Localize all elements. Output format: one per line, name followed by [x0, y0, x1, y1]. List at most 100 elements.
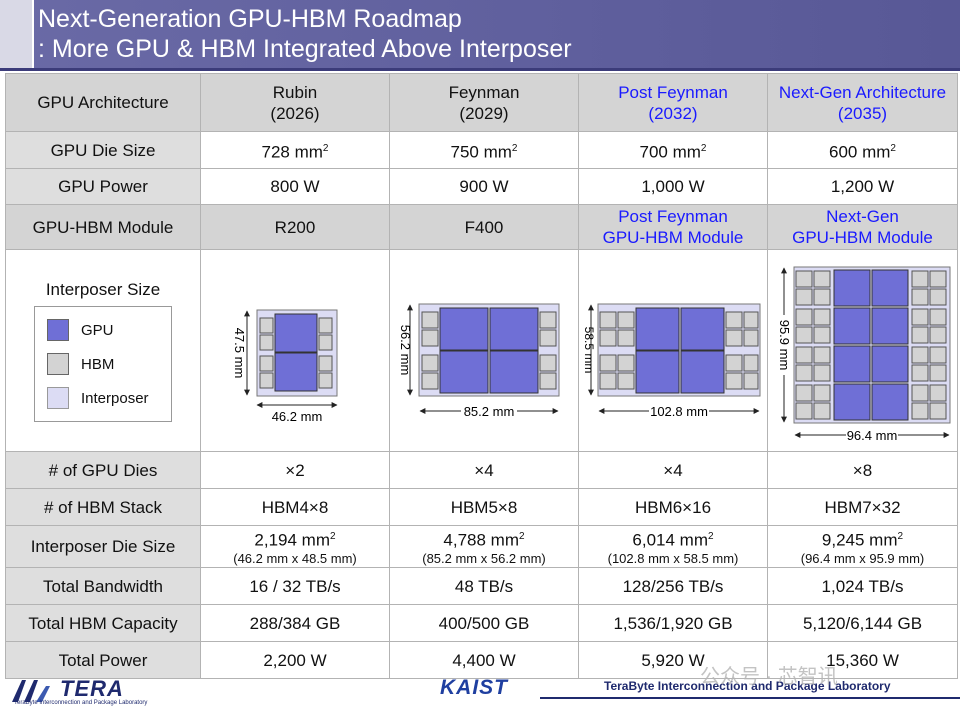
hbm-stacks — [795, 270, 946, 419]
capacity-value: 5,120/6,144 GB — [767, 604, 958, 642]
die-size-value: 700 mm — [639, 142, 701, 162]
arch-name: Next-Gen Architecture — [778, 82, 947, 102]
legend: GPU HBM Interposer — [34, 306, 172, 422]
cell-value: 750 mm2 — [389, 131, 579, 169]
row-total-bandwidth: Total Bandwidth 16 / 32 TB/s 48 TB/s 128… — [5, 567, 958, 605]
col-feynman-header: Feynman (2029) — [389, 73, 579, 132]
hbm-stacks — [259, 317, 333, 388]
height-label: 56.2 mm — [398, 324, 413, 375]
next-gen-interposer-diagram: 95.9 mm 96.4 mm — [775, 266, 950, 443]
hbm-stacks — [421, 311, 557, 389]
superscript: 2 — [519, 531, 525, 543]
module-value: F400 — [389, 204, 579, 250]
gpu-swatch — [47, 319, 69, 341]
tera-wordmark: TERA — [60, 676, 124, 701]
gpu-die — [274, 313, 318, 352]
die-size-value: 728 mm — [261, 142, 323, 162]
label-interposer-die-size: Interposer Die Size — [5, 525, 201, 568]
width-label: 102.8 mm — [650, 404, 708, 419]
kaist-logo: KAIST — [440, 676, 508, 699]
label-mask — [775, 314, 792, 375]
banner-underline — [0, 68, 960, 71]
arch-name: Rubin — [272, 82, 318, 102]
height-label: 58.5 mm — [583, 326, 596, 373]
col-rubin-header: Rubin (2026) — [200, 73, 390, 132]
row-gpu-die-size: GPU Die Size 728 mm2 750 mm2 700 mm2 600… — [5, 131, 958, 169]
gpu-dies-value: ×4 — [578, 451, 768, 489]
gpu-power-value: 800 W — [200, 168, 390, 205]
die-size-value: 750 mm — [450, 142, 512, 162]
col-post-feynman-header: Post Feynman (2032) — [578, 73, 768, 132]
arch-year: (2026) — [270, 103, 320, 123]
hbm-stack-value: HBM7×32 — [767, 488, 958, 526]
ip-area-value: 6,014 mm — [632, 530, 709, 550]
die-size-value: 600 mm — [829, 142, 891, 162]
legend-label: Interposer — [81, 389, 149, 407]
gpu-dies — [439, 307, 539, 393]
superscript: 2 — [330, 531, 336, 543]
total-power-value: 15,360 W — [767, 641, 958, 679]
cell-value: 6,014 mm2 (102.8 mm x 58.5 mm) — [578, 525, 768, 568]
module-line2: GPU-HBM Module — [792, 228, 933, 247]
ip-dims-value: (46.2 mm x 48.5 mm) — [233, 550, 357, 566]
height-label: 47.5 mm — [232, 327, 247, 378]
label-mask — [649, 402, 709, 419]
tera-logo-icon — [12, 680, 50, 702]
hbm-swatch — [47, 353, 69, 375]
label-total-bandwidth: Total Bandwidth — [5, 567, 201, 605]
total-power-value: 5,920 W — [578, 641, 768, 679]
row-gpu-hbm-module: GPU-HBM Module R200 F400 Post Feynman GPU… — [5, 204, 958, 250]
bandwidth-value: 1,024 TB/s — [767, 567, 958, 605]
gpu-power-value: 900 W — [389, 168, 579, 205]
module-line2: GPU-HBM Module — [602, 228, 744, 247]
ip-dims-value: (96.4 mm x 95.9 mm) — [800, 550, 925, 566]
legend-item-interposer: Interposer — [47, 381, 161, 415]
legend-label: HBM — [81, 355, 115, 373]
row-gpu-power: GPU Power 800 W 900 W 1,000 W 1,200 W — [5, 168, 958, 205]
gpu-die — [274, 352, 318, 391]
banner-notch — [0, 0, 32, 68]
cell-value: 700 mm2 — [578, 131, 768, 169]
hbm-stack-value: HBM5×8 — [389, 488, 579, 526]
tera-logo: TERA TeraByte Interconnection and Packag… — [8, 676, 158, 716]
gpu-dies — [635, 307, 725, 393]
title-banner — [0, 0, 960, 68]
label-mask — [461, 402, 517, 419]
module-line1: Post Feynman — [618, 207, 728, 226]
capacity-value: 400/500 GB — [389, 604, 579, 642]
height-label: 95.9 mm — [777, 319, 792, 370]
interposer-swatch — [47, 387, 69, 409]
hbm-stack-value: HBM6×16 — [578, 488, 768, 526]
gpu-dies-value: ×8 — [767, 451, 958, 489]
lab-name: TeraByte Interconnection and Package Lab… — [604, 679, 891, 693]
cell-value: 2,194 mm2 (46.2 mm x 48.5 mm) — [200, 525, 390, 568]
banner-divider — [32, 0, 34, 68]
bandwidth-value: 48 TB/s — [389, 567, 579, 605]
superscript: 2 — [897, 531, 904, 543]
superscript: 2 — [511, 142, 518, 154]
width-label: 96.4 mm — [846, 428, 897, 443]
cell-value: 9,245 mm2 (96.4 mm x 95.9 mm) — [767, 525, 958, 568]
capacity-value: 288/384 GB — [200, 604, 390, 642]
total-power-value: 4,400 W — [389, 641, 579, 679]
superscript: 2 — [890, 142, 896, 154]
gpu-dies-value: ×4 — [389, 451, 579, 489]
feynman-interposer-cell: 56.2 mm 85.2 mm — [389, 249, 579, 452]
gpu-dies — [833, 269, 908, 420]
ip-dims-value: (102.8 mm x 58.5 mm) — [607, 550, 739, 566]
superscript: 2 — [708, 531, 714, 543]
row-gpu-architecture: GPU Architecture Rubin (2026) Feynman (202… — [5, 73, 958, 132]
tera-subtitle: TeraByte Interconnection and Package Lab… — [14, 700, 148, 706]
interposer-label-cell: Interposer Size GPU HBM Interposer — [5, 249, 201, 452]
footer-rule — [540, 697, 960, 699]
arch-year: (2035) — [837, 103, 888, 123]
cell-value: 600 mm2 — [767, 131, 958, 169]
col-next-gen-header: Next-Gen Architecture (2035) — [767, 73, 958, 132]
capacity-value: 1,536/1,920 GB — [578, 604, 768, 642]
feynman-interposer-diagram: 56.2 mm 85.2 mm — [398, 303, 560, 419]
row-gpu-dies: # of GPU Dies ×2 ×4 ×4 ×8 — [5, 451, 958, 489]
roadmap-table: GPU Architecture Rubin (2026) Feynman (202… — [5, 73, 958, 679]
legend-item-gpu: GPU — [47, 313, 161, 347]
row-hbm-stack: # of HBM Stack HBM4×8 HBM5×8 HBM6×16 HBM… — [5, 488, 958, 526]
label-gpu-dies: # of GPU Dies — [5, 451, 201, 489]
